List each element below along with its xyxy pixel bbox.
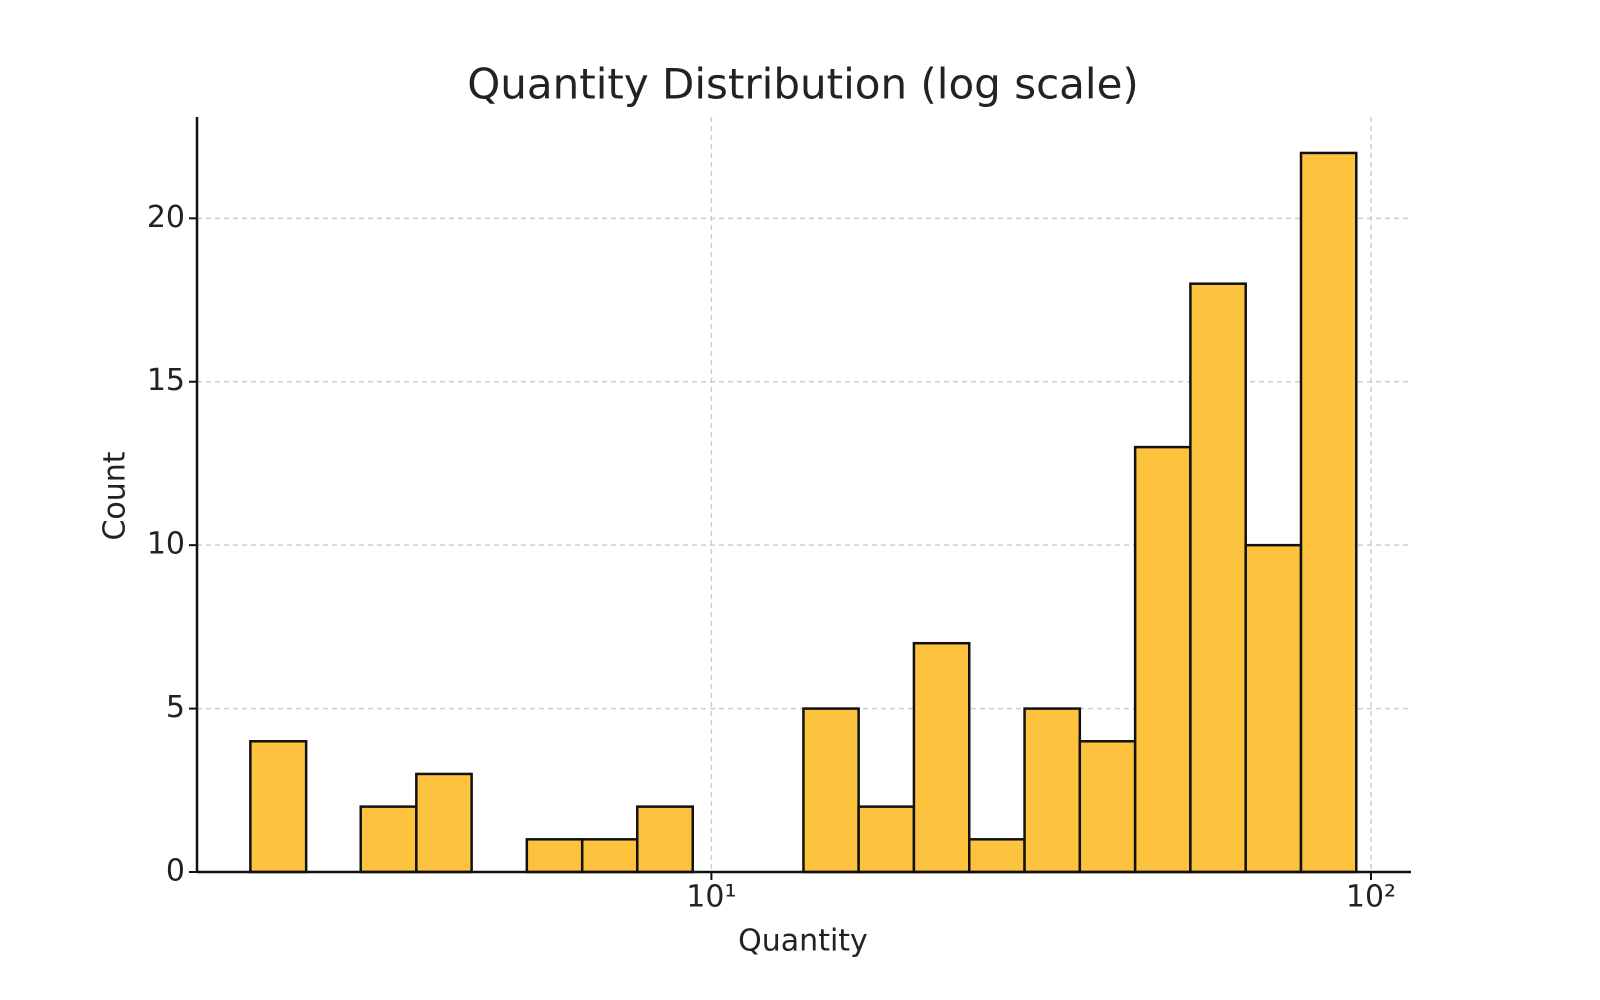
bar [415,772,473,874]
bar [525,838,584,874]
chart-title: Quantity Distribution (log scale) [467,60,1139,109]
bar [1244,543,1303,874]
y-tick-label: 20 [147,200,185,235]
y-axis-label: Count [98,451,133,540]
bar [912,641,971,874]
bar [802,707,860,874]
bar [1078,740,1137,874]
bar [359,805,418,874]
y-tick-label: 0 [166,854,185,889]
y-tick-label: 10 [147,527,185,562]
bar [1189,282,1247,874]
bar [1133,445,1192,874]
x-tick-label: 10¹ [686,880,736,915]
bar [967,838,1026,874]
bar [249,740,308,874]
bar [580,838,639,874]
bar [636,805,695,874]
bar [1299,151,1358,874]
x-axis-label: Quantity [738,924,868,959]
y-tick-label: 15 [147,363,185,398]
bar [857,805,916,874]
y-tick-label: 5 [166,690,185,725]
bar [1023,707,1082,874]
x-tick-label: 10² [1346,880,1396,915]
